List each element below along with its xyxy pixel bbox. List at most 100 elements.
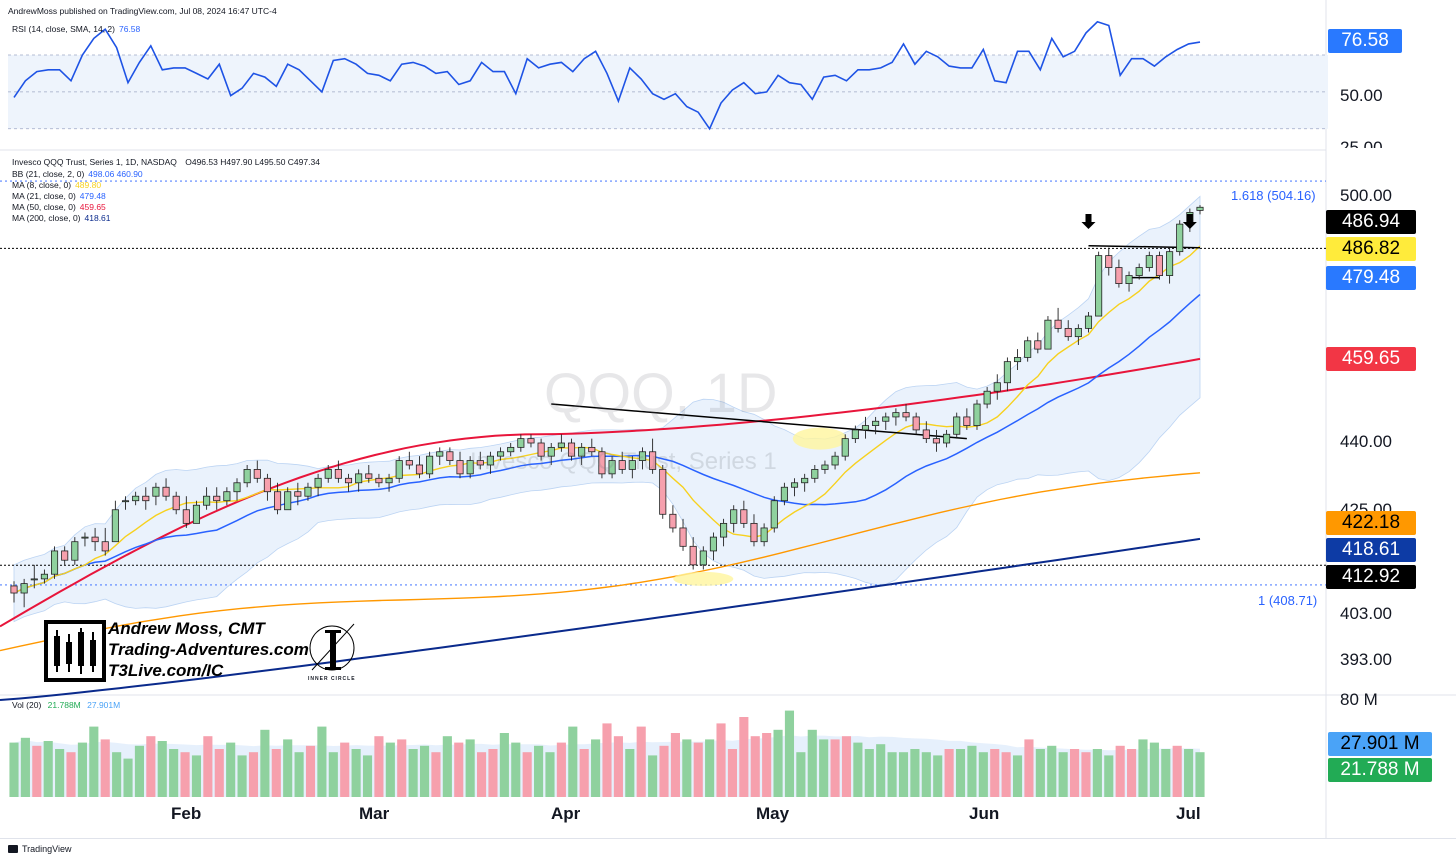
volume-bar	[112, 752, 122, 797]
candle	[1105, 247, 1113, 276]
candle	[1176, 220, 1184, 256]
candle-body	[709, 536, 717, 552]
volume-bar	[248, 752, 259, 797]
month-may: May	[756, 804, 790, 823]
candle	[223, 487, 231, 506]
rsi-axis-50: 50.00	[1340, 86, 1383, 105]
volume-bar	[750, 736, 760, 797]
candle	[385, 473, 393, 492]
candle-body	[334, 469, 342, 479]
volume-bar	[796, 752, 806, 797]
candle-body	[760, 527, 768, 543]
candle	[30, 564, 38, 589]
candle	[213, 487, 221, 510]
candle	[263, 473, 271, 501]
candle-body	[1054, 319, 1062, 329]
volume-bar	[260, 729, 270, 797]
volume-bar	[1047, 745, 1057, 797]
price-pane	[0, 180, 1326, 701]
symbol-title: Invesco QQQ Trust, Series 1, 1D, NASDAQ	[12, 157, 177, 167]
volume-bar	[134, 745, 145, 797]
candle-body	[476, 460, 484, 466]
volume-bar	[602, 723, 612, 797]
candle-body	[963, 416, 971, 426]
price-label: 422.18	[1326, 511, 1416, 535]
volume-bar	[990, 749, 1000, 797]
candle	[659, 464, 667, 519]
volume-bar	[887, 752, 897, 797]
candle	[699, 546, 707, 570]
candle	[1013, 349, 1022, 371]
volume-bar	[522, 752, 532, 797]
candle-body	[253, 469, 261, 479]
rsi-axis-25: 25.00	[1340, 138, 1383, 148]
candle	[162, 478, 170, 501]
candle	[1125, 271, 1133, 292]
candle	[486, 451, 494, 474]
indicator-legend-item: BB (21, close, 2, 0) 498.06 460.90	[12, 169, 143, 179]
candle	[476, 451, 484, 470]
volume-bar	[944, 749, 954, 797]
month-jul: Jul	[1176, 804, 1201, 823]
candle	[983, 386, 991, 409]
candle-body	[61, 550, 69, 561]
volume-bar	[1058, 752, 1068, 797]
indicator-value: 459.65	[79, 202, 106, 212]
rsi-header-label: RSI (14, close, SMA, 14, 2)	[12, 24, 115, 34]
price-label: 486.82	[1326, 237, 1416, 261]
candle	[588, 438, 596, 457]
volume-bar	[807, 729, 817, 797]
volume-bar	[77, 742, 87, 797]
volume-bar	[271, 749, 281, 797]
volume-bar	[214, 749, 224, 797]
volume-bar	[1024, 739, 1034, 797]
rsi-value-label: 76.58	[1328, 29, 1402, 53]
candle-body	[456, 460, 464, 475]
watermark-name: Invesco QQQ Trust, Series 1	[470, 448, 777, 475]
volume-bar	[191, 755, 202, 797]
candle	[851, 425, 859, 443]
candle	[61, 546, 69, 565]
candle	[324, 464, 332, 483]
rsi-header-value: 76.58	[118, 24, 141, 34]
volume-bar	[841, 736, 852, 797]
publisher-line: AndrewMoss published on TradingView.com,…	[8, 6, 277, 16]
indicator-value: 489.80	[75, 180, 102, 190]
candle-body	[527, 438, 535, 444]
volume-bar	[203, 736, 213, 797]
candle-body	[426, 455, 434, 475]
candle-body	[932, 438, 940, 444]
candle	[1054, 307, 1062, 333]
candle	[770, 496, 778, 533]
volume-bar	[226, 742, 236, 797]
volume-bar	[55, 749, 65, 797]
candle-body	[243, 469, 251, 484]
candle	[294, 482, 302, 506]
month-jun: Jun	[969, 804, 1000, 823]
candle-body	[1064, 327, 1072, 338]
candle-body	[1034, 340, 1042, 350]
candle	[446, 447, 454, 465]
candle-body	[770, 500, 778, 529]
volume-bar	[864, 749, 874, 797]
tradingview-logo-icon	[8, 845, 18, 853]
volume-bar	[773, 729, 783, 797]
volume-bar	[876, 744, 886, 797]
candle-body	[111, 509, 119, 543]
candle-body	[953, 416, 961, 435]
candle-body	[1135, 267, 1143, 276]
volume-bar	[123, 758, 133, 797]
candle	[1024, 336, 1032, 362]
candle-body	[790, 482, 799, 488]
candle	[132, 491, 140, 506]
candle	[730, 505, 738, 533]
indicator-label: MA (200, close, 0)	[12, 213, 81, 223]
indicator-legend-item: MA (50, close, 0) 459.65	[12, 202, 106, 212]
candle-body	[294, 491, 302, 497]
volume-bar	[317, 726, 327, 797]
candle-body	[851, 429, 859, 440]
volume-bar	[1001, 752, 1011, 797]
volume-bar	[636, 726, 646, 797]
price-tick-393: 393.00	[1340, 650, 1392, 669]
